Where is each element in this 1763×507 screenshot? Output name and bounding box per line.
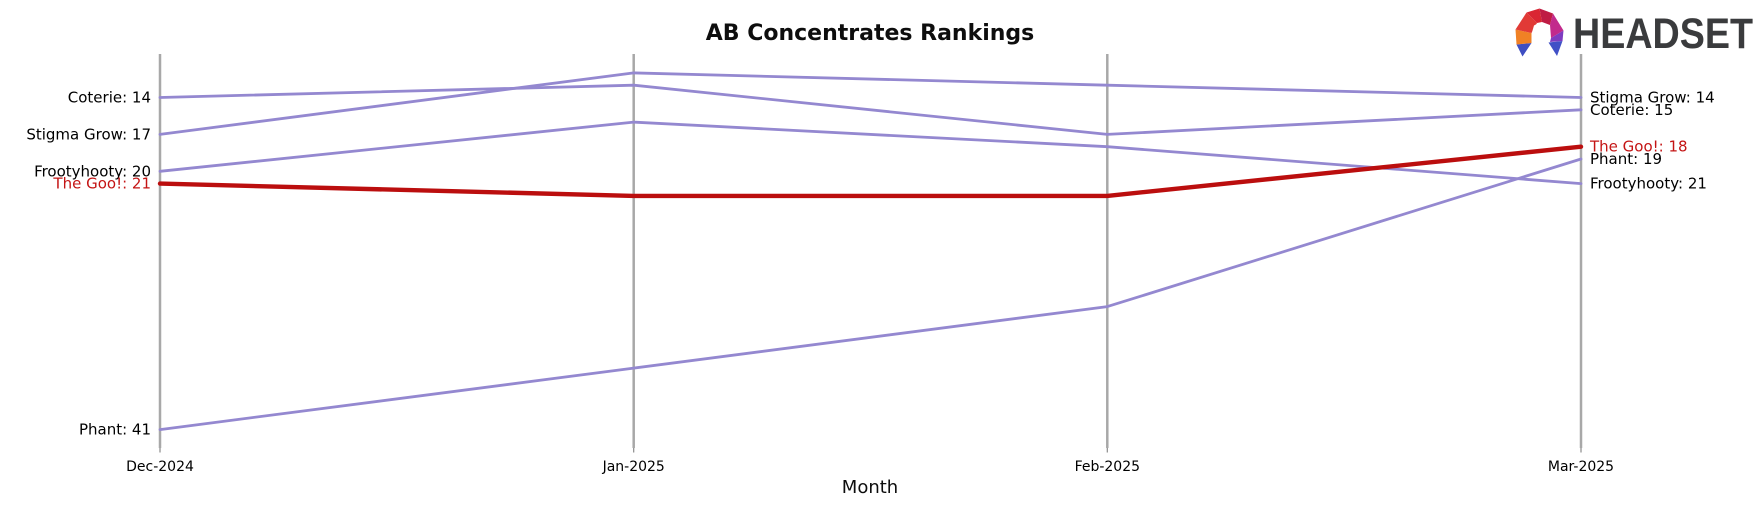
x-tick-label-feb-2025: Feb-2025 xyxy=(1075,459,1140,475)
x-axis-title: Month xyxy=(841,477,899,498)
x-tick-label-mar-2025: Mar-2025 xyxy=(1548,459,1614,475)
series-line-the-goo xyxy=(157,144,1584,199)
series-label-right-phant: Phant: 19 xyxy=(1590,150,1662,168)
series-line-frootyhooty xyxy=(158,120,1583,186)
series-label-right-frootyhooty: Frootyhooty: 21 xyxy=(1590,175,1707,193)
series-label-left-stigma-grow: Stigma Grow: 17 xyxy=(26,125,151,143)
series-line-coterie xyxy=(158,83,1583,136)
series-label-right-coterie: Coterie: 15 xyxy=(1590,101,1673,119)
series-label-left-the-goo: The Goo!: 21 xyxy=(52,175,151,193)
series-line-phant xyxy=(158,157,1583,432)
series-line-stigma-grow xyxy=(158,71,1583,136)
series-label-left-coterie: Coterie: 14 xyxy=(68,89,151,107)
x-tick-label-dec-2024: Dec-2024 xyxy=(126,459,194,475)
series-label-left-frootyhooty: Frootyhooty: 20 xyxy=(34,162,151,180)
page-title: AB Concentrates Rankings xyxy=(705,21,1035,46)
headset-logo-mark-icon xyxy=(1515,8,1564,58)
x-tick-label-jan-2025: Jan-2025 xyxy=(602,459,665,475)
headset-logo-svg: HEADSET xyxy=(1515,8,1753,58)
headset-logo-wordmark: HEADSET xyxy=(1573,10,1753,58)
series-label-right-stigma-grow: Stigma Grow: 14 xyxy=(1590,89,1715,107)
series-label-left-phant: Phant: 41 xyxy=(79,421,151,439)
series-label-right-the-goo: The Goo!: 18 xyxy=(1589,138,1688,156)
headset-logo: HEADSET xyxy=(1513,4,1759,66)
